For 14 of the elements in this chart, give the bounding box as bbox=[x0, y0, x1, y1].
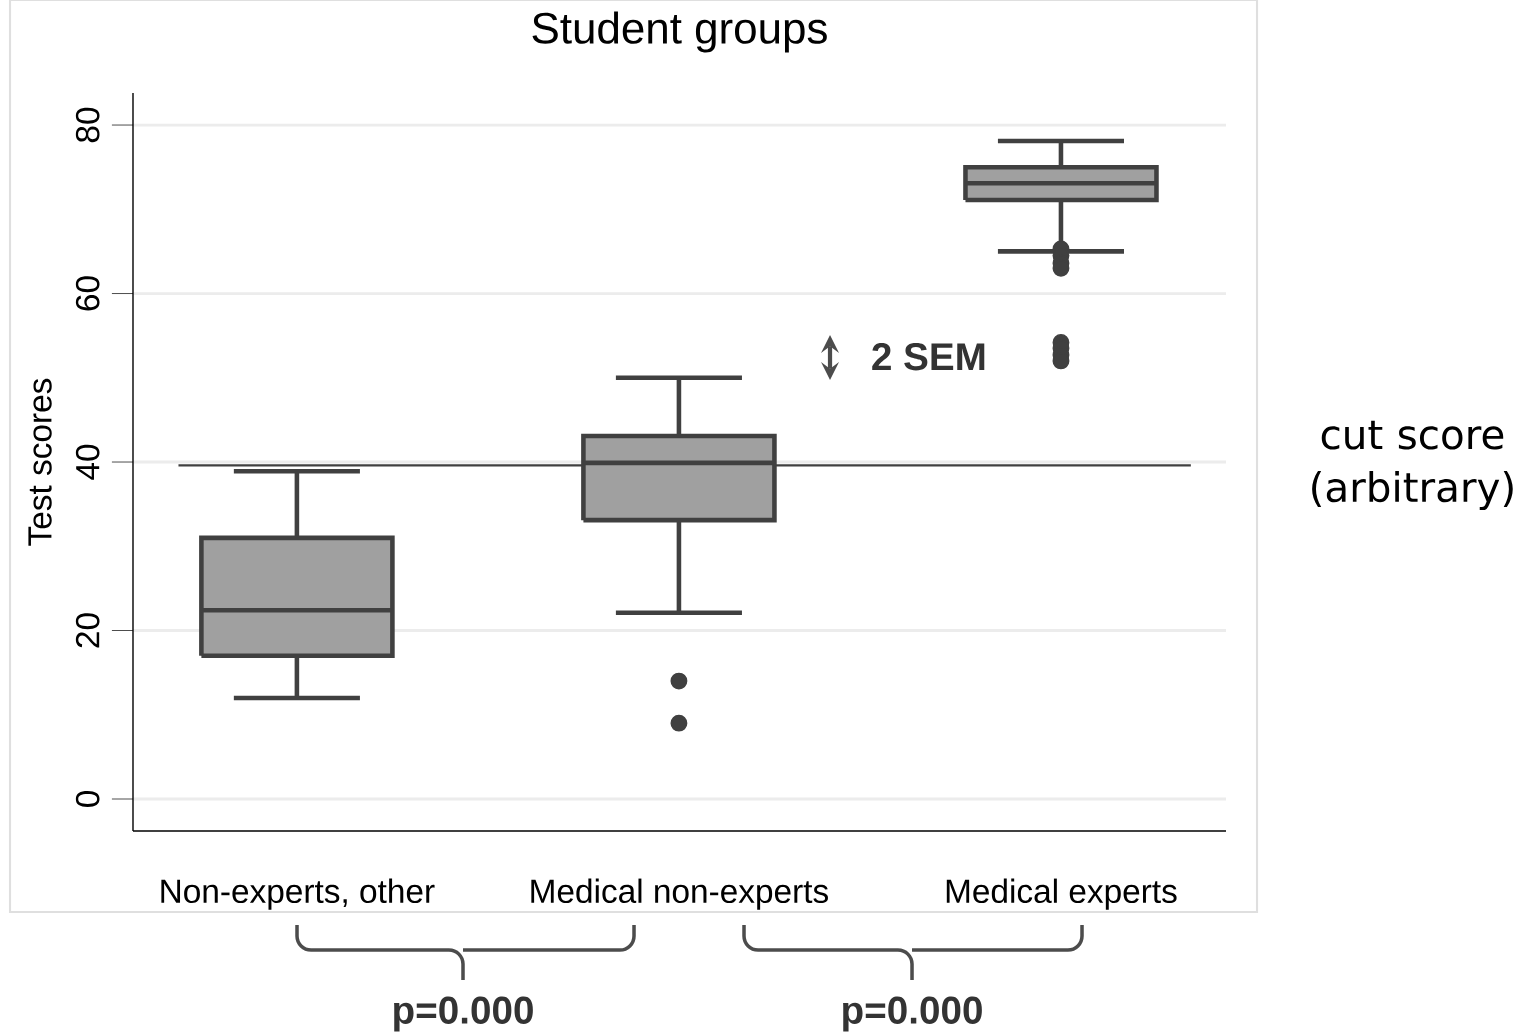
y-tick-label: 0 bbox=[75, 791, 100, 807]
annotation: 2 SEM bbox=[872, 343, 985, 371]
y-axis-title: Test scores bbox=[28, 378, 52, 546]
y-tick-label: 40 bbox=[75, 444, 100, 480]
x-tick-label: Medical non-experts bbox=[531, 878, 828, 910]
text: p=0.000 bbox=[394, 996, 533, 1032]
chart-title: Student groups bbox=[532, 11, 827, 53]
y-tick-label: 20 bbox=[75, 613, 100, 648]
text: p=0.000 bbox=[843, 996, 982, 1032]
y-tick-label: 60 bbox=[75, 276, 100, 311]
x-tick-label: Non-experts, other bbox=[161, 878, 435, 910]
x-tick-label: Medical experts bbox=[946, 878, 1177, 910]
ref-line-label: cut score (arbitrary) bbox=[1312, 420, 1513, 511]
y-tick-label: 80 bbox=[75, 107, 100, 143]
